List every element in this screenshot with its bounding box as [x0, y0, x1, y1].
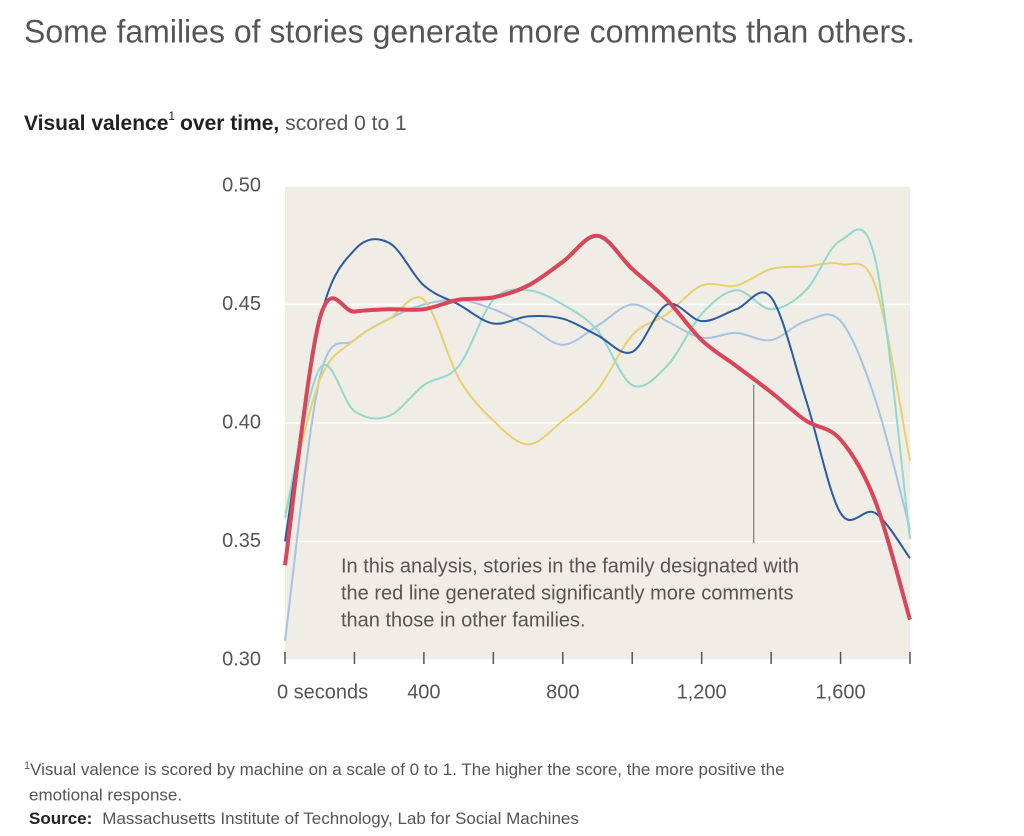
annotation-text: the red line generated significantly mor… — [341, 582, 793, 604]
y-tick-label: 0.50 — [222, 174, 261, 196]
y-tick-label: 0.35 — [222, 530, 261, 552]
annotation-text: In this analysis, stories in the family … — [341, 555, 799, 577]
annotation-text: than those in other families. — [341, 609, 586, 631]
x-tick-label: 0 seconds — [277, 681, 368, 703]
chart-title: Some families of stories generate more c… — [24, 13, 915, 49]
footnote-text: emotional response. — [29, 785, 182, 804]
y-tick-label: 0.40 — [222, 411, 261, 433]
footnote: 1Visual valence is scored by machine on … — [24, 760, 785, 780]
source-label: Source: — [29, 809, 92, 828]
y-tick-label: 0.30 — [222, 648, 261, 670]
subtitle-units: scored 0 to 1 — [285, 112, 406, 135]
footnote-text: Visual valence is scored by machine on a… — [30, 760, 784, 779]
subtitle-label: Visual valence — [24, 112, 168, 135]
series-line — [283, 233, 912, 621]
annotation: In this analysis, stories in the family … — [341, 385, 799, 631]
footnote-mark: 1 — [168, 109, 175, 123]
x-tick-label: 800 — [546, 681, 579, 703]
axes: 0.30 0.35 0.40 0.45 0.50 0 seconds 400 800 1,200… — [222, 174, 911, 703]
y-tick-label: 0.45 — [222, 293, 261, 315]
subtitle-label: over time, — [180, 112, 279, 135]
source-text: Massachusetts Institute of Technology, L… — [102, 809, 579, 828]
x-tick-label: 1,200 — [677, 681, 727, 703]
footnote-mark: 1 — [24, 760, 30, 772]
source: Source: Massachusetts Institute of Techno… — [29, 809, 579, 828]
chart-subtitle: Visual valence1 over time, scored 0 to 1 — [24, 109, 407, 134]
lines — [283, 228, 912, 642]
x-tick-label: 400 — [407, 681, 440, 703]
x-tick-label: 1,600 — [816, 681, 866, 703]
series-line — [284, 238, 911, 559]
